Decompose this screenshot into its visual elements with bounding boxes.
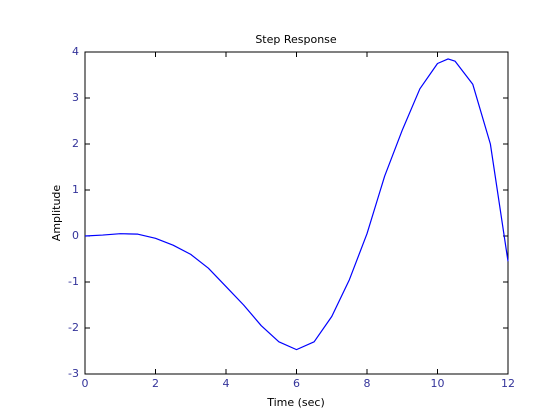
y-tick-label: -1 (68, 275, 79, 288)
chart-title: Step Response (255, 33, 337, 46)
y-tick-label: 0 (72, 229, 79, 242)
x-axis-label: Time (sec) (266, 396, 325, 409)
x-tick-label: 6 (293, 377, 300, 390)
y-tick-label: 1 (72, 183, 79, 196)
x-tick-label: 8 (364, 377, 371, 390)
y-tick-label: -2 (68, 321, 79, 334)
x-tick-label: 2 (152, 377, 159, 390)
y-tick-label: 2 (72, 137, 79, 150)
x-tick-label: 12 (501, 377, 515, 390)
x-tick-label: 10 (431, 377, 445, 390)
y-axis-label: Amplitude (50, 185, 63, 242)
y-tick-label: 3 (72, 91, 79, 104)
response-line (84, 58, 509, 351)
y-tick-label: -3 (68, 367, 79, 380)
plot-area (84, 51, 509, 375)
x-tick-label: 0 (82, 377, 89, 390)
x-tick-label: 4 (223, 377, 230, 390)
y-tick-label: 4 (72, 45, 79, 58)
